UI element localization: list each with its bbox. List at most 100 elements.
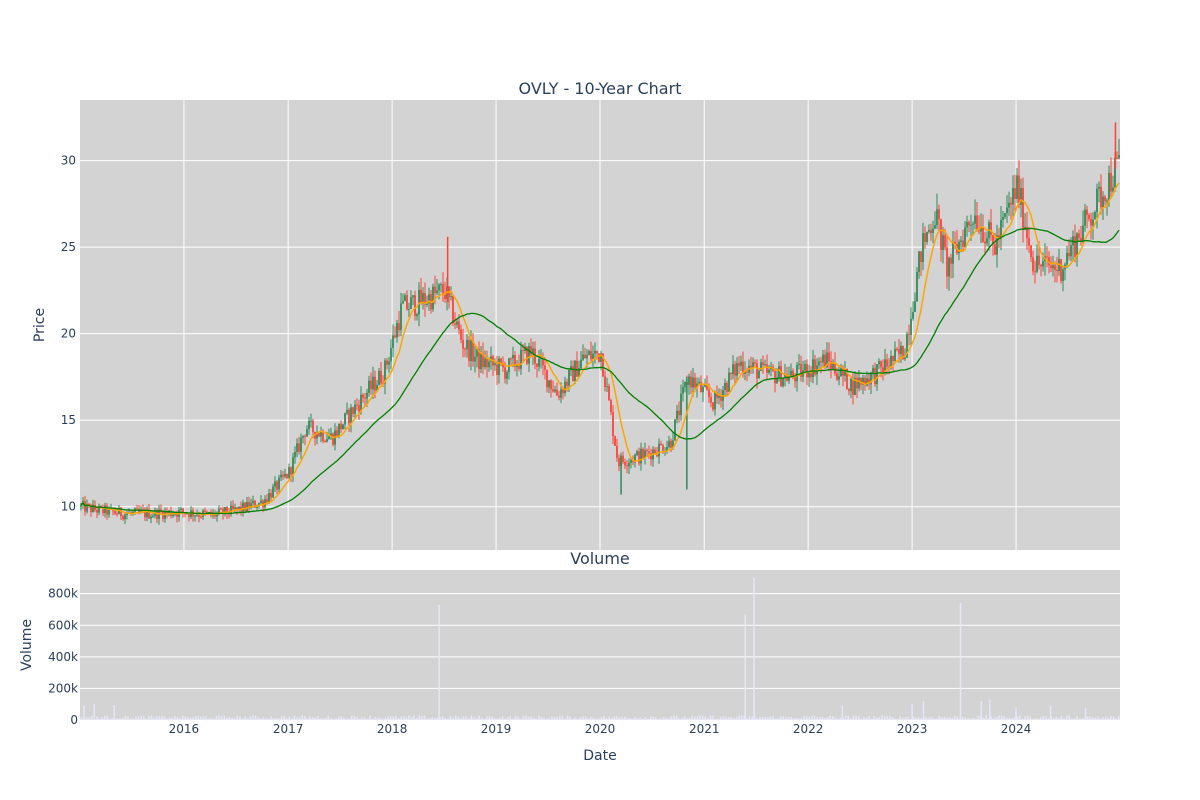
candle-body	[1000, 219, 1002, 239]
candle-body	[294, 451, 296, 458]
candle-body	[930, 229, 932, 233]
candle-body	[910, 318, 912, 335]
candle-body	[654, 449, 656, 454]
candle-body	[530, 345, 532, 355]
candle-body	[640, 448, 642, 464]
volume-y-tick-label: 600k	[48, 618, 78, 632]
candle-body	[780, 366, 782, 387]
candle-body	[304, 435, 306, 437]
candle-body	[198, 515, 200, 517]
candle-body	[950, 257, 952, 264]
candle-body	[286, 473, 288, 478]
x-tick-label: 2022	[793, 722, 824, 736]
candle-body	[194, 515, 196, 517]
candle-body	[148, 509, 150, 519]
candle-body	[90, 504, 92, 512]
candle-body	[698, 381, 700, 384]
candle-body	[470, 340, 472, 361]
candle-body	[964, 227, 966, 247]
candle-body	[768, 369, 770, 373]
candle-body	[998, 235, 1000, 239]
x-ticks: 2016 2017 2018 2019 2020 2021 2022 2023 2024	[169, 722, 1032, 736]
candle-body	[966, 221, 968, 228]
candle-body	[196, 515, 198, 517]
candle-body	[812, 359, 814, 378]
candle-body	[356, 404, 358, 406]
candle-body	[1006, 207, 1008, 213]
candle-body	[896, 348, 898, 350]
candle-body	[1104, 196, 1106, 202]
candle-body	[638, 451, 640, 464]
candle-body	[340, 423, 342, 430]
candle-body	[776, 377, 778, 384]
candle-body	[1098, 186, 1100, 189]
candle-body	[842, 367, 844, 376]
candle-body	[106, 505, 108, 515]
candle-body	[320, 431, 322, 437]
candle-body	[684, 381, 686, 388]
candle-body	[848, 389, 850, 392]
candle-body	[872, 368, 874, 373]
candle-body	[856, 377, 858, 389]
volume-plot-area	[80, 570, 1120, 720]
candle-body	[512, 355, 514, 359]
candle-body	[740, 361, 742, 366]
volume-chart-title: Volume	[570, 549, 630, 568]
candle-body	[434, 286, 436, 294]
candle-body	[450, 296, 452, 298]
candle-body	[1038, 255, 1040, 265]
candle-body	[136, 508, 138, 510]
candle-body	[506, 372, 508, 379]
candle-body	[292, 457, 294, 475]
candle-body	[798, 363, 800, 365]
candle-body	[102, 506, 104, 514]
candle-body	[1026, 226, 1028, 239]
candle-body	[666, 446, 668, 452]
candle-body	[662, 445, 664, 453]
candle-body	[890, 355, 892, 368]
candle-body	[116, 513, 118, 515]
candle-body	[724, 382, 726, 390]
candle-body	[852, 378, 854, 396]
candle-body	[532, 348, 534, 355]
candle-body	[338, 423, 340, 437]
candle-body	[1116, 157, 1118, 159]
price-chart-title: OVLY - 10-Year Chart	[519, 79, 682, 98]
candle-body	[626, 465, 628, 467]
candle-body	[302, 435, 304, 438]
candle-body	[150, 516, 152, 519]
candle-body	[838, 376, 840, 380]
candle-body	[730, 372, 732, 375]
candle-body	[762, 362, 764, 365]
candle-body	[674, 419, 676, 441]
candle-body	[570, 366, 572, 371]
candle-body	[442, 284, 444, 294]
candle-body	[1034, 271, 1036, 273]
candle-body	[88, 504, 90, 506]
candle-body	[232, 505, 234, 509]
candle-body	[644, 450, 646, 458]
candle-body	[830, 361, 832, 370]
candle-body	[986, 238, 988, 244]
candle-body	[554, 389, 556, 392]
candle-body	[992, 235, 994, 245]
candle-body	[600, 353, 602, 362]
candle-body	[266, 499, 268, 502]
candle-body	[1010, 202, 1012, 205]
candle-body	[122, 516, 124, 520]
candle-body	[1020, 188, 1022, 205]
candle-body	[206, 511, 208, 513]
candle-body	[308, 420, 310, 430]
candle-body	[778, 366, 780, 378]
x-tick-label: 2020	[585, 722, 616, 736]
candle-body	[478, 348, 480, 370]
candle-body	[1030, 245, 1032, 258]
candle-body	[282, 474, 284, 477]
candle-body	[628, 462, 630, 467]
candle-body	[916, 271, 918, 302]
candle-body	[228, 513, 230, 515]
candle-body	[528, 345, 530, 364]
candle-body	[886, 359, 888, 367]
candle-body	[104, 505, 106, 514]
candle-body	[858, 377, 860, 389]
